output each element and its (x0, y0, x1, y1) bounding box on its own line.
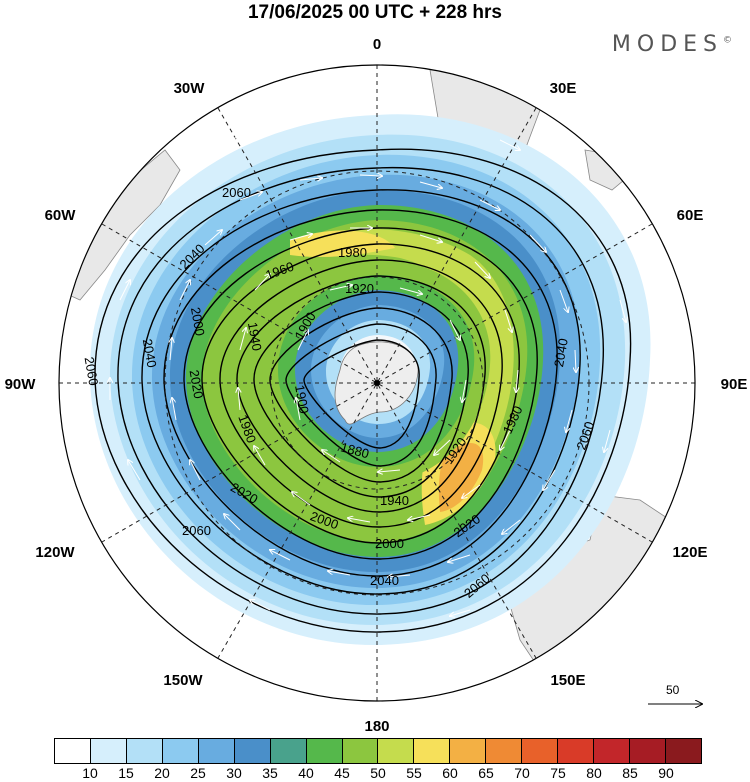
colorbar-swatch (558, 739, 595, 763)
contour-label: 2040 (370, 573, 399, 588)
reference-arrow-icon (648, 683, 706, 713)
brand-logo: MODES© (612, 32, 732, 57)
colorbar-tick-label: 75 (550, 765, 566, 781)
colorbar-tick-label: 20 (154, 765, 170, 781)
contour-label: 2020 (186, 369, 206, 400)
colorbar-swatch (306, 739, 343, 763)
colorbar-tick-label: 80 (586, 765, 602, 781)
colorbar-swatch (126, 739, 163, 763)
contour-label: 1900 (292, 384, 312, 415)
lon-label-60e: 60E (677, 207, 704, 224)
wind-vectors (110, 132, 626, 616)
contour-label: 1920 (345, 281, 374, 296)
colorbar-tick-label: 10 (82, 765, 98, 781)
colorbar-tick-label: 60 (442, 765, 458, 781)
colorbar-swatch (90, 739, 127, 763)
colorbar-swatch (270, 739, 307, 763)
colorbar-swatch (342, 739, 379, 763)
reference-vector-label: 50 (666, 683, 680, 697)
longitude-labels: 0 30E 60E 90E 120E 150E 180 150W 120W 90… (5, 36, 748, 735)
lon-label-90e: 90E (721, 376, 748, 393)
map-title: 17/06/2025 00 UTC + 228 hrs (247, 2, 503, 23)
lon-label-30w: 30W (174, 80, 206, 97)
brand-name: MODES (611, 32, 723, 57)
colorbar-tick-label: 15 (118, 765, 134, 781)
lon-label-60w: 60W (45, 207, 77, 224)
contour-label: 2000 (188, 306, 208, 337)
colorbar-ticks: 10 15 20 25 30 35 40 45 50 55 60 65 70 75 80 85 90 (54, 765, 702, 782)
colorbar-swatch (55, 739, 91, 763)
colorbar-swatch (486, 739, 523, 763)
contour-label: 2040 (140, 338, 160, 369)
colorbar-tick-label: 45 (334, 765, 350, 781)
lon-label-120w: 120W (35, 544, 75, 561)
colorbar-swatch (162, 739, 199, 763)
contour-label: 1880 (339, 439, 371, 461)
lon-label-0: 0 (373, 36, 381, 53)
colorbar (54, 738, 702, 764)
polar-map: 2060 2040 1980 1960 1920 1900 1940 2000 … (5, 36, 748, 735)
colorbar-swatch (234, 739, 271, 763)
colorbar-swatch (630, 739, 666, 763)
colorbar-tick-label: 85 (622, 765, 638, 781)
colorbar-tick-label: 90 (658, 765, 674, 781)
colorbar-tick-label: 25 (190, 765, 206, 781)
colorbar-tick-label: 30 (226, 765, 242, 781)
contour-label: 2060 (182, 523, 211, 538)
contour-label: 1980 (338, 245, 367, 260)
colorbar-tick-label: 40 (298, 765, 314, 781)
contour-label: 1940 (245, 321, 265, 352)
lon-label-150w: 150W (163, 672, 203, 689)
lon-label-120e: 120E (672, 544, 707, 561)
colorbar-tick-label: 65 (478, 765, 494, 781)
colorbar-tick-label: 35 (262, 765, 278, 781)
colorbar-swatch (450, 739, 487, 763)
colorbar-swatch (414, 739, 451, 763)
contour-label: 2060 (81, 356, 101, 387)
lon-label-180: 180 (364, 718, 389, 735)
colorbar-swatch (522, 739, 559, 763)
lon-label-150e: 150E (550, 672, 585, 689)
copyright-mark: © (723, 35, 732, 46)
colorbar-tick-label: 70 (514, 765, 530, 781)
colorbar-tick-label: 50 (370, 765, 386, 781)
contour-label: 2060 (222, 185, 251, 200)
colorbar-swatch (594, 739, 630, 763)
colorbar-tick-label: 55 (406, 765, 422, 781)
lon-label-90w: 90W (5, 376, 37, 393)
contour-label: 2040 (551, 337, 571, 368)
contour-label: 2000 (375, 536, 404, 551)
contour-label: 1940 (380, 493, 409, 508)
colorbar-swatch (665, 739, 701, 763)
lon-label-30e: 30E (550, 80, 577, 97)
map-boundary (58, 64, 696, 702)
reference-vector: 50 (646, 683, 706, 713)
south-pole-marker (374, 380, 380, 386)
graticule (59, 65, 695, 701)
colorbar-swatch (198, 739, 235, 763)
colorbar-swatch (378, 739, 415, 763)
